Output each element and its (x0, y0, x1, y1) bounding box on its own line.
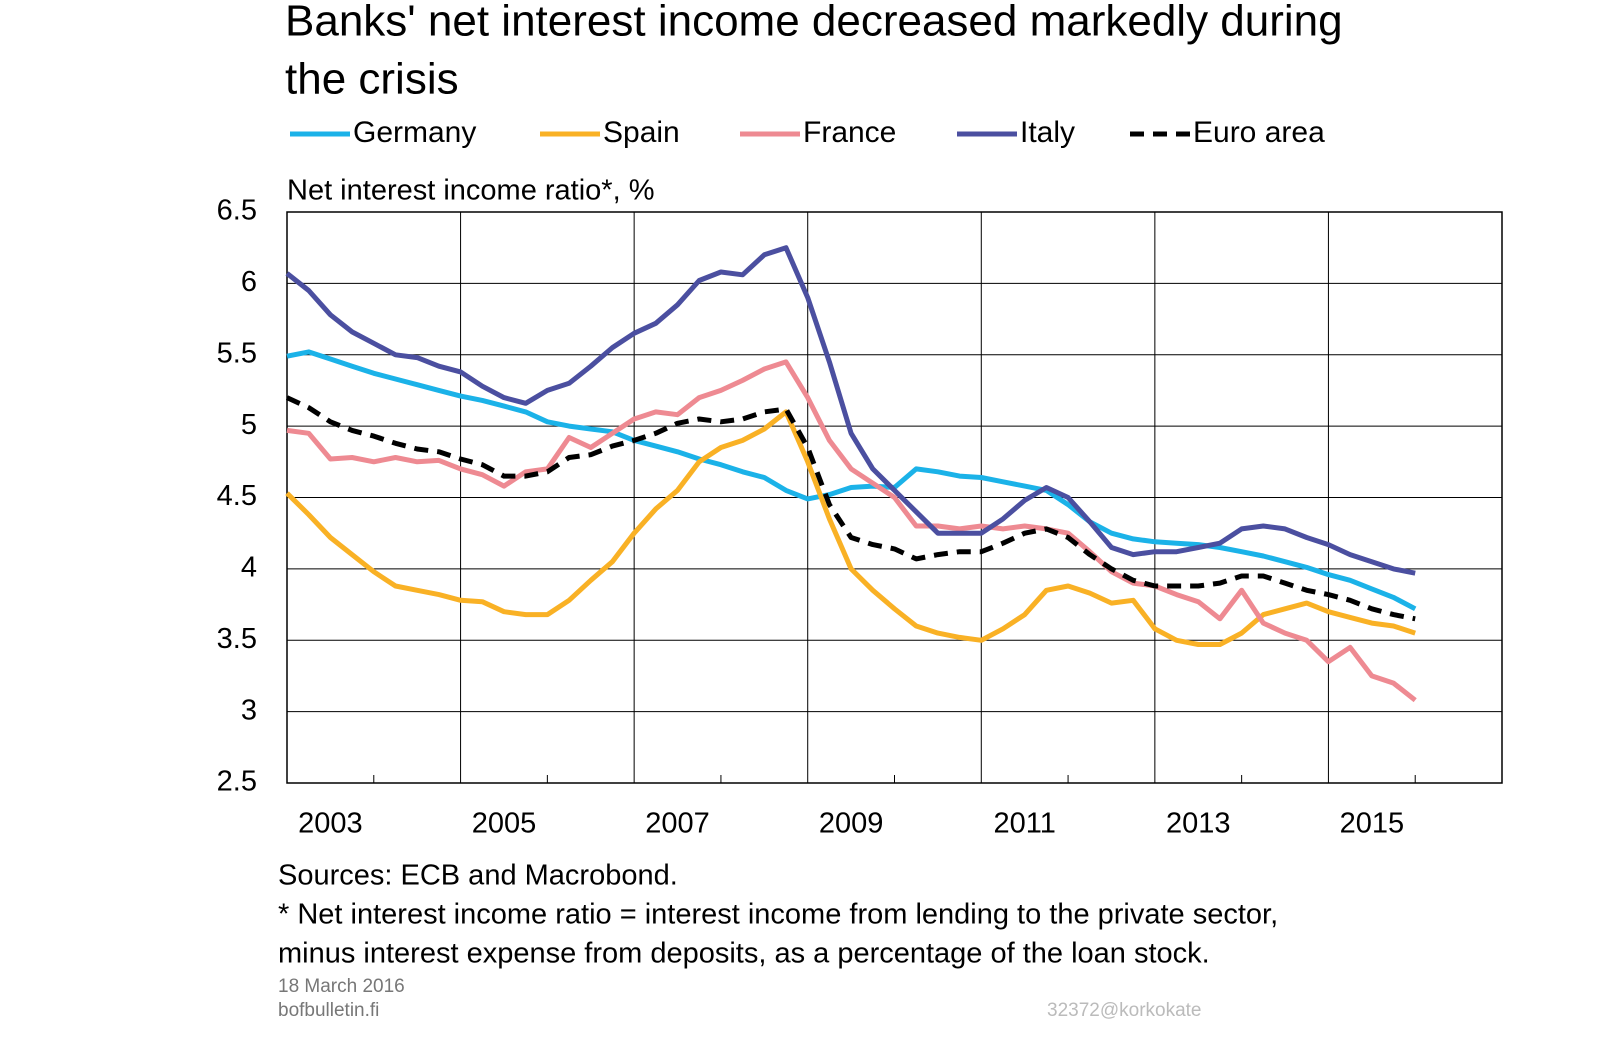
y-tick-label: 2.5 (217, 766, 257, 798)
legend-label: France (803, 116, 896, 149)
y-axis-label: Net interest income ratio*, % (287, 175, 654, 207)
series-line (286, 349, 1417, 612)
x-tick-label: 2007 (645, 808, 710, 840)
chart-title: Banks' net interest income decreased mar… (285, 0, 1343, 46)
series-line (285, 245, 1416, 576)
legend-label: Italy (1020, 116, 1075, 149)
y-tick-label: 4 (241, 552, 257, 584)
series-line (286, 359, 1417, 703)
y-tick-label: 6.5 (217, 195, 257, 227)
y-tick-label: 3.5 (217, 623, 257, 655)
footnote: * Net interest income ratio = interest i… (278, 899, 1278, 931)
legend-label: Euro area (1193, 116, 1325, 149)
legend-label: Spain (603, 116, 680, 149)
legend-label: Germany (353, 116, 476, 149)
series-line (285, 395, 1416, 622)
y-tick-label: 6 (241, 266, 257, 298)
footnote: minus interest expense from deposits, as… (278, 938, 1210, 970)
x-tick-label: 2003 (298, 808, 363, 840)
x-tick-label: 2009 (819, 808, 884, 840)
x-tick-label: 2005 (472, 808, 537, 840)
y-tick-label: 5 (241, 409, 257, 441)
y-tick-label: 5.5 (217, 337, 257, 369)
sources: Sources: ECB and Macrobond. (278, 860, 678, 892)
site: bofbulletin.fi (278, 1000, 379, 1021)
series-line (285, 409, 1416, 647)
code: 32372@korkokate (1047, 1000, 1202, 1021)
chart-title: the crisis (285, 55, 459, 104)
x-tick-label: 2013 (1166, 808, 1231, 840)
x-tick-label: 2015 (1340, 808, 1405, 840)
y-tick-label: 4.5 (217, 480, 257, 512)
plot-frame (286, 211, 1503, 784)
x-tick-label: 2011 (993, 808, 1055, 840)
date: 18 March 2016 (278, 976, 405, 997)
y-tick-label: 3 (241, 694, 257, 726)
